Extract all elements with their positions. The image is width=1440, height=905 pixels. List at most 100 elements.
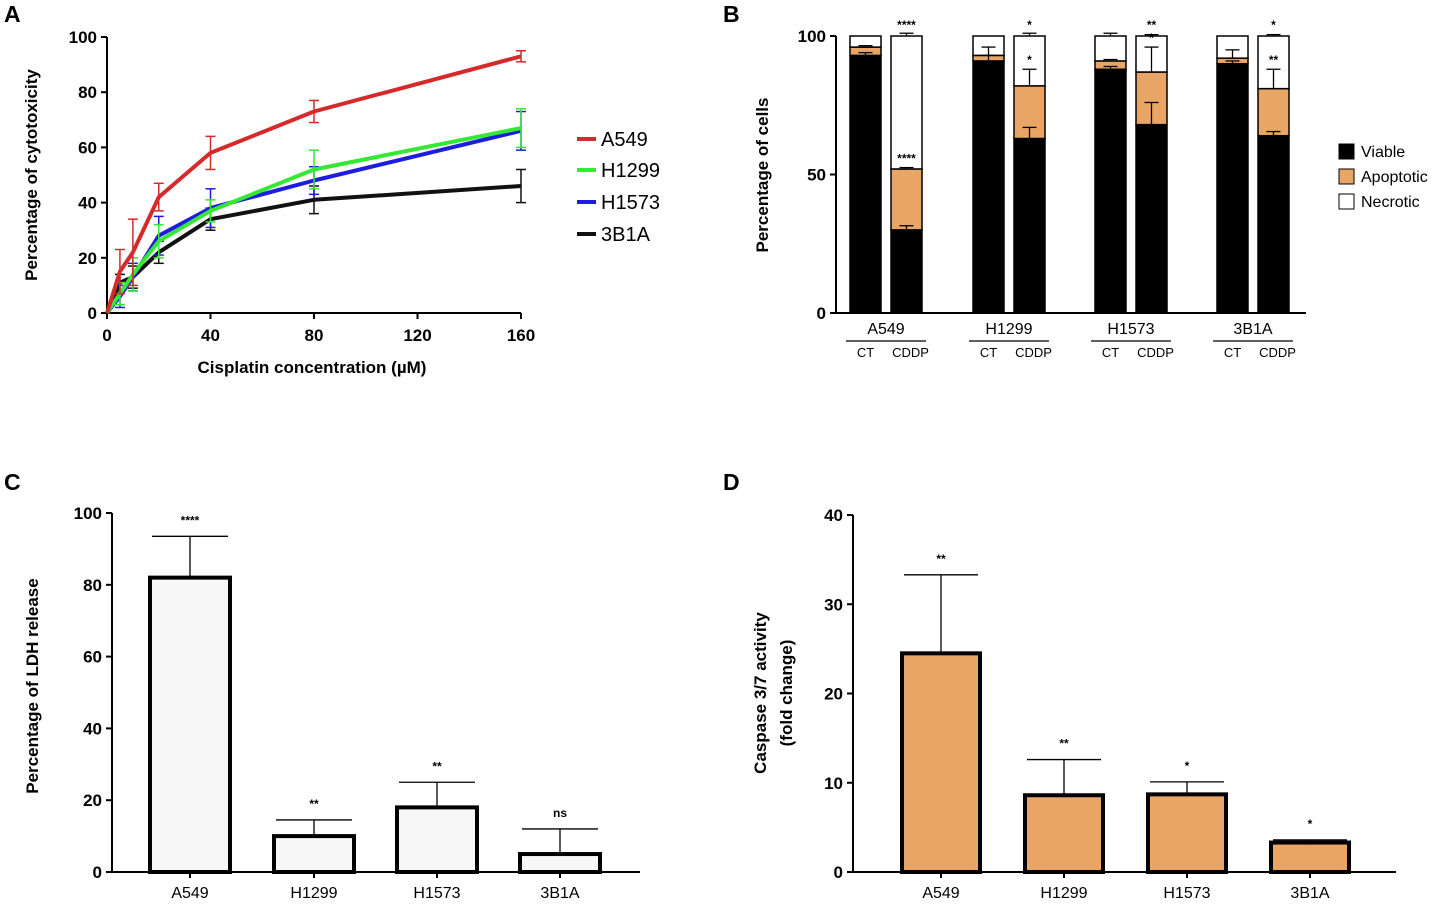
bar-necrotic-h1573-ct [1094,35,1127,62]
panel-c-y-tick-label: 20 [83,791,102,810]
panel-letter-a: A [4,1,21,27]
panel-d-y-tick-label: 10 [824,774,843,793]
significance-mid-h1299-cddp: * [1027,53,1032,67]
bar-necrotic-a549-cddp [890,35,923,170]
significance-a549: **** [181,513,200,527]
series-line-a549 [105,54,522,314]
panel-a-y-tick-label: 0 [88,304,97,323]
bar-viable-3b1a-cddp [1257,134,1290,314]
panel-d-y-axis-label-2: (fold change) [777,640,796,747]
bar-viable-a549-cddp [890,229,923,314]
legend-label-viable: Viable [1361,144,1405,161]
condition-label-h1299-cddp: CDDP [1015,345,1052,360]
bar-h1573 [1146,792,1228,874]
category-label-a549: A549 [922,885,959,902]
bar-viable-a549-ct [849,54,882,314]
legend-swatch-apoptotic [1338,168,1355,185]
panel-letter-c: C [4,469,21,495]
legend-label-necrotic: Necrotic [1361,194,1420,211]
panel-b-y-axis-label: Percentage of cells [753,98,772,253]
bar-a549 [900,651,982,875]
panel-letter-b: B [723,1,740,27]
group-label-h1573: H1573 [1107,321,1154,338]
panel-a-line-chart: Cisplatin concentration (µM) Percentage … [22,28,660,377]
bar-apoptotic-a549-cddp [890,168,923,231]
legend-label-h1299: H1299 [601,160,660,182]
legend-label-h1573: H1573 [601,192,660,214]
panel-a-y-tick-label: 100 [69,28,97,47]
legend-label-3b1a: 3B1A [601,224,651,246]
panel-c-y-axis-label: Percentage of LDH release [23,578,42,793]
bar-a549 [148,575,232,874]
condition-label-h1573-ct: CT [1102,345,1119,360]
panel-a-x-axis-label: Cisplatin concentration (µM) [198,358,427,377]
significance-top-a549-cddp: **** [897,18,916,32]
bar-viable-h1573-ct [1094,68,1127,314]
category-label-3b1a: 3B1A [540,885,579,902]
panel-a-y-tick-label: 20 [78,249,97,268]
significance-3b1a: ns [553,806,567,820]
category-label-h1573: H1573 [1163,885,1210,902]
panel-a-y-tick-label: 80 [78,83,97,102]
bar-viable-h1299-ct [972,60,1005,314]
group-label-a549: A549 [867,321,904,338]
significance-h1299: ** [309,797,319,811]
panel-letter-d: D [723,469,740,495]
group-label-h1299: H1299 [985,321,1032,338]
panel-c-y-tick-label: 100 [74,504,102,523]
condition-label-3b1a-cddp: CDDP [1259,345,1296,360]
panel-a-x-tick-label: 40 [201,326,220,345]
bar-viable-h1299-cddp [1013,137,1046,314]
panel-b-stacked-bar-chart: Percentage of cells Viable Apoptotic Nec… [753,18,1428,360]
bar-apoptotic-3b1a-cddp [1257,87,1290,137]
condition-label-a549-ct: CT [857,345,874,360]
panel-d-bar-chart: Caspase 3/7 activity (fold change) 0 10 20… [751,506,1396,902]
panel-b-legend: Viable Apoptotic Necrotic [1338,143,1428,211]
significance-mid-h1573-cddp: * [1149,31,1154,45]
bar-h1299 [272,834,356,874]
bar-h1573 [395,805,479,875]
category-label-h1299: H1299 [290,885,337,902]
bar-3b1a [1269,840,1351,874]
panel-d-y-tick-label: 30 [824,595,843,614]
legend-swatch-viable [1338,143,1355,160]
panel-a-y-tick-label: 40 [78,194,97,213]
group-label-3b1a: 3B1A [1233,321,1272,338]
legend-label-apoptotic: Apoptotic [1361,169,1428,186]
panel-b-y-tick-label: 100 [798,27,826,46]
condition-label-a549-cddp: CDDP [892,345,929,360]
condition-label-h1299-ct: CT [980,345,997,360]
bar-necrotic-a549-ct [849,35,882,48]
panel-a-y-axis-label: Percentage of cytotoxicity [22,69,41,281]
panel-d-y-tick-label: 40 [824,506,843,525]
category-label-h1573: H1573 [413,885,460,902]
panel-a-legend: A549 H1299 H1573 3B1A [577,129,660,246]
significance-top-h1299-cddp: * [1027,18,1032,32]
condition-label-h1573-cddp: CDDP [1137,345,1174,360]
panel-c-y-tick-label: 0 [93,863,102,882]
panel-d-y-tick-label: 20 [824,685,843,704]
panel-a-x-tick-label: 160 [507,326,535,345]
panel-a-x-tick-label: 0 [102,326,111,345]
panel-d-y-tick-label: 0 [834,863,843,882]
category-label-a549: A549 [171,885,208,902]
significance-h1573: * [1185,759,1190,773]
category-label-3b1a: 3B1A [1290,885,1329,902]
significance-a549: ** [936,552,946,566]
legend-label-a549: A549 [601,129,648,151]
bar-h1299 [1023,793,1105,874]
panel-c-bar-chart: Percentage of LDH release 0 20 40 60 80 100 **… [23,504,640,902]
panel-a-y-tick-label: 60 [78,138,97,157]
significance-h1299: ** [1059,737,1069,751]
bar-viable-3b1a-ct [1216,62,1249,314]
panel-c-y-tick-label: 80 [83,576,102,595]
panel-d-y-axis-label: Caspase 3/7 activity [751,612,770,774]
significance-h1573: ** [432,759,442,773]
panel-c-y-tick-label: 40 [83,719,102,738]
bar-viable-h1573-cddp [1135,123,1168,314]
significance-top-h1573-cddp: ** [1147,18,1157,32]
panel-a-x-tick-label: 80 [305,326,324,345]
significance-mid-3b1a-cddp: ** [1269,53,1279,67]
panel-a-x-tick-label: 120 [403,326,431,345]
